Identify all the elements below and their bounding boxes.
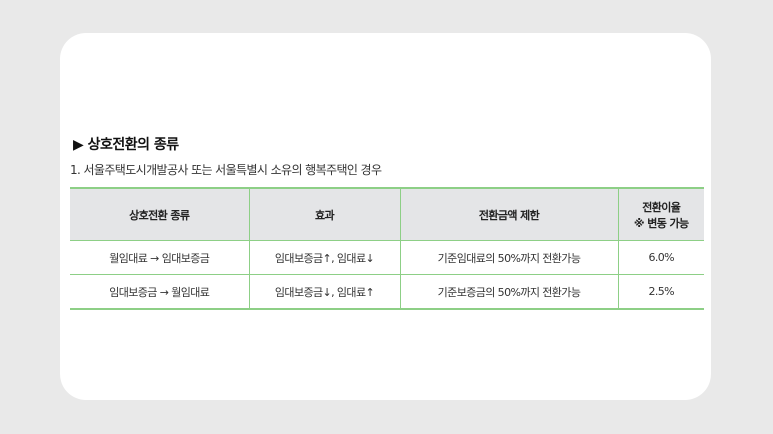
cell: 6.0% [617,240,704,275]
cell: 월임대료 → 임대보증금 [70,240,249,275]
header-rate-note: ※ 변동 가능 [633,216,689,230]
cell: 임대보증금↓, 임대료↑ [248,274,400,310]
cell: 기준임대료의 50%까지 전환가능 [399,240,618,275]
header-limit: 전환금액 제한 [399,187,618,241]
header-rate-label: 전환이율 [642,200,681,214]
section-title: ▶ 상호전환의 종류 [73,137,179,153]
header-rate: 전환이율 ※ 변동 가능 [617,187,704,241]
cell: 임대보증금↑, 임대료↓ [248,240,400,275]
header-effect: 효과 [248,187,400,241]
cell: 기준보증금의 50%까지 전환가능 [399,274,618,310]
table-header: 상호전환 종류 효과 전환금액 제한 전환이율 ※ 변동 가능 [70,187,704,241]
cell: 임대보증금 → 월임대료 [70,274,249,310]
subtitle: 1. 서울주택도시개발공사 또는 서울특별시 소유의 행복주택인 경우 [70,163,382,177]
table-row: 임대보증금 → 월임대료 임대보증금↓, 임대료↑ 기준보증금의 50%까지 전… [70,274,704,310]
cell: 2.5% [617,274,704,310]
header-type: 상호전환 종류 [70,187,249,241]
table-row: 월임대료 → 임대보증금 임대보증금↑, 임대료↓ 기준임대료의 50%까지 전… [70,240,704,275]
conversion-table: 상호전환 종류 효과 전환금액 제한 전환이율 ※ 변동 가능 월임대료 → 임대… [70,187,704,310]
